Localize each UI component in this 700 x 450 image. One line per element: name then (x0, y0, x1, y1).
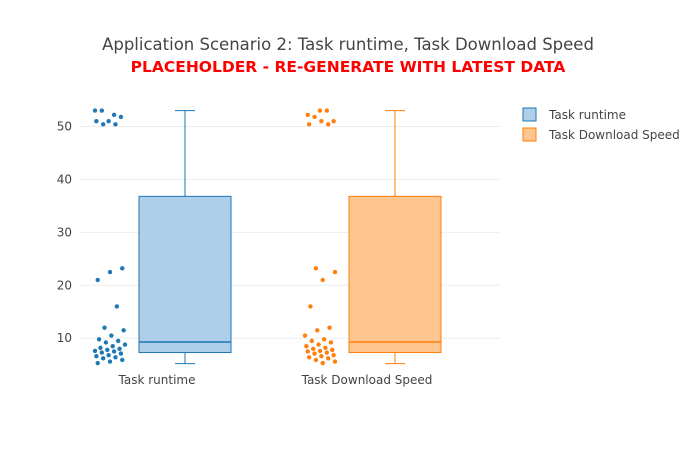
data-point (113, 355, 118, 360)
data-point (317, 108, 323, 113)
data-point (312, 114, 317, 120)
data-point (111, 349, 117, 354)
data-point (321, 337, 327, 342)
data-point (120, 357, 125, 363)
data-point (313, 266, 319, 271)
data-point (121, 328, 126, 333)
data-point (113, 122, 118, 127)
data-point (302, 333, 308, 338)
data-point (331, 118, 336, 124)
data-point (114, 304, 120, 309)
data-point (332, 269, 338, 275)
x-tick-label: Task Download Speed (301, 373, 433, 387)
data-point (332, 359, 338, 364)
data-point (105, 347, 110, 353)
data-point (319, 354, 324, 359)
data-point (313, 357, 319, 363)
data-point (304, 343, 309, 349)
data-point (316, 342, 321, 347)
y-axis-ticks: 10 20 30 40 50 (57, 119, 72, 345)
data-point (94, 354, 99, 359)
data-point (320, 360, 325, 366)
data-point (92, 108, 98, 113)
data-point (95, 360, 100, 366)
data-point (315, 328, 320, 333)
box-iqr (138, 195, 232, 354)
data-point (312, 351, 317, 356)
box-iqr (348, 195, 442, 354)
data-point (305, 349, 310, 354)
data-point (328, 340, 334, 345)
legend-swatch (522, 127, 537, 142)
data-point (92, 348, 98, 354)
data-point (330, 347, 335, 353)
legend-swatch (522, 107, 537, 122)
x-axis-ticks: Task runtime Task Download Speed (118, 373, 433, 387)
data-point (100, 356, 106, 361)
data-point (109, 333, 114, 338)
data-point (107, 269, 113, 275)
data-point (306, 122, 312, 127)
data-point (323, 345, 328, 350)
data-point (324, 350, 330, 355)
legend-label: Task runtime (548, 108, 626, 122)
y-tick-label: 10 (57, 331, 72, 345)
data-point (96, 337, 102, 342)
data-point (99, 108, 105, 113)
data-point (99, 350, 105, 355)
data-point (325, 356, 331, 361)
data-point (117, 346, 122, 352)
data-point (122, 342, 128, 347)
y-tick-label: 30 (57, 225, 72, 239)
data-point (305, 112, 310, 118)
chart-title: Application Scenario 2: Task runtime, Ta… (102, 35, 594, 54)
data-point (111, 112, 117, 118)
data-point (107, 359, 113, 364)
legend[interactable]: Task runtime Task Download Speed (522, 107, 680, 142)
y-tick-label: 40 (57, 172, 72, 186)
data-point (103, 340, 109, 345)
data-point (306, 355, 312, 360)
y-tick-label: 20 (57, 278, 72, 292)
x-tick-label: Task runtime (118, 373, 196, 387)
data-point (308, 304, 313, 309)
data-point (118, 114, 124, 120)
data-point (317, 348, 323, 354)
data-point (324, 108, 330, 113)
data-point (94, 118, 99, 124)
data-point (325, 122, 331, 127)
data-point (115, 338, 121, 344)
data-point (319, 118, 324, 124)
legend-item[interactable]: Task runtime (522, 107, 626, 122)
data-point (100, 122, 106, 127)
data-point (106, 352, 111, 358)
data-point (310, 346, 316, 352)
legend-item[interactable]: Task Download Speed (522, 127, 680, 142)
data-point (106, 118, 111, 124)
box-series-1 (302, 108, 442, 366)
box-series-0 (92, 108, 232, 366)
plot-area (92, 108, 442, 366)
data-point (331, 352, 336, 358)
data-point (320, 277, 325, 283)
data-point (309, 338, 315, 344)
data-point (118, 351, 124, 356)
data-point (327, 325, 332, 330)
data-point (120, 266, 125, 271)
y-tick-label: 50 (57, 119, 72, 133)
data-point (110, 343, 115, 349)
data-point (98, 345, 103, 350)
chart-subtitle: PLACEHOLDER - RE-GENERATE WITH LATEST DA… (131, 58, 566, 76)
data-point (95, 277, 100, 283)
data-point (102, 325, 107, 330)
legend-label: Task Download Speed (548, 128, 680, 142)
